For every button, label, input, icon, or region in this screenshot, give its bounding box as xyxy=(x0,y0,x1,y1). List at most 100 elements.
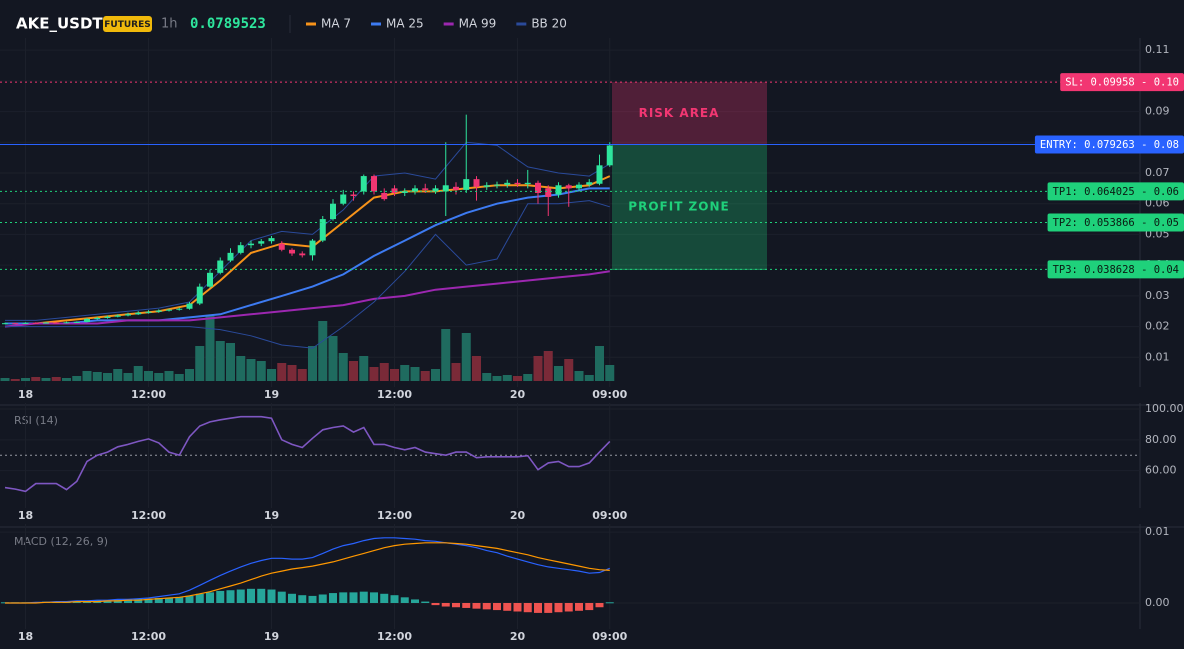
candle-body xyxy=(586,182,593,185)
legend-label: MA 7 xyxy=(321,17,351,31)
volume-bar xyxy=(62,378,71,381)
candle-body xyxy=(278,243,285,250)
candle-body xyxy=(217,260,224,273)
candle-body xyxy=(145,311,152,313)
histogram-bar xyxy=(482,602,491,610)
volume-bar xyxy=(338,353,348,381)
y-tick-label: 60.00 xyxy=(1145,464,1177,477)
volume-bar xyxy=(472,356,481,381)
volume-bar xyxy=(574,371,584,381)
candle-body xyxy=(114,315,121,317)
volume-bar xyxy=(123,373,133,381)
volume-bar xyxy=(144,371,153,381)
legend-label: MA 99 xyxy=(459,17,497,31)
candle-body xyxy=(576,184,582,189)
candle-body xyxy=(504,182,511,185)
histogram-bar xyxy=(585,602,594,611)
histogram-bar xyxy=(308,595,317,603)
histogram-bar xyxy=(103,600,112,603)
histogram-bar xyxy=(216,590,225,603)
level-label: TP1: 0.064025 - 0.06 xyxy=(1053,186,1179,198)
x-tick-label: 12:00 xyxy=(377,509,412,522)
rsi-title: RSI (14) xyxy=(14,414,58,427)
candle-body xyxy=(545,188,552,197)
candle-body xyxy=(412,188,418,192)
y-tick-label: 0.03 xyxy=(1145,289,1170,302)
overlay-line xyxy=(5,187,610,325)
candle-body xyxy=(453,186,459,190)
volume-bar xyxy=(441,329,451,381)
volume-bar xyxy=(349,361,358,381)
x-tick-label: 12:00 xyxy=(131,630,166,643)
histogram-bar xyxy=(318,594,327,603)
candle-body xyxy=(319,219,326,241)
y-tick-label: 0.09 xyxy=(1145,105,1170,118)
candle-body xyxy=(268,238,275,242)
histogram-bar xyxy=(575,602,583,611)
histogram-bar xyxy=(523,602,532,613)
histogram-bar xyxy=(144,598,153,603)
candle-body xyxy=(422,188,429,190)
x-tick-label: 09:00 xyxy=(592,630,627,643)
legend-label: MA 25 xyxy=(386,17,424,31)
histogram-bar xyxy=(124,599,132,603)
candle-body xyxy=(494,184,500,186)
volume-bar xyxy=(10,379,20,381)
x-tick-label: 12:00 xyxy=(377,630,412,643)
x-tick-label: 20 xyxy=(510,630,526,643)
histogram-bar xyxy=(226,590,235,603)
volume-bar xyxy=(400,365,410,381)
x-tick-label: 19 xyxy=(264,630,279,643)
candle-body xyxy=(207,272,213,287)
candle-body xyxy=(391,188,398,193)
symbol: AKE_USDT xyxy=(16,15,103,33)
x-tick-label: 09:00 xyxy=(592,388,627,401)
volume-bar xyxy=(226,343,235,381)
x-tick-label: 18 xyxy=(18,388,33,401)
candle-body xyxy=(63,322,70,324)
candle-body xyxy=(22,322,29,324)
histogram-bar xyxy=(206,592,214,603)
candle-body xyxy=(340,194,347,204)
histogram-bar xyxy=(329,593,337,603)
x-tick-label: 19 xyxy=(264,388,279,401)
histogram-bar xyxy=(564,602,573,612)
candle-body xyxy=(596,165,603,184)
x-tick-label: 12:00 xyxy=(131,509,166,522)
volume-bar xyxy=(523,374,533,381)
volume-bar xyxy=(92,372,102,381)
legend-label: BB 20 xyxy=(531,17,567,31)
x-tick-label: 09:00 xyxy=(592,509,627,522)
zone-label: PROFIT ZONE xyxy=(628,199,729,213)
zone-label: RISK AREA xyxy=(639,106,720,120)
histogram-bar xyxy=(411,599,419,603)
y-tick-label: 0.11 xyxy=(1145,43,1170,56)
candle-body xyxy=(381,192,388,200)
histogram-bar xyxy=(554,602,563,613)
macd-line xyxy=(5,537,611,604)
volume-bar xyxy=(605,365,615,381)
histogram-bar xyxy=(421,601,430,603)
histogram-bar xyxy=(349,592,358,603)
y-tick-label: 100.00 xyxy=(1145,402,1184,415)
volume-bar xyxy=(543,351,553,381)
y-tick-label: 0.07 xyxy=(1145,166,1170,179)
candle-body xyxy=(186,303,193,309)
histogram-bar xyxy=(595,602,604,608)
volume-bar xyxy=(51,377,61,381)
candle-body xyxy=(176,308,183,310)
histogram-bar xyxy=(380,593,389,603)
level-tag xyxy=(1060,73,1184,92)
volume-bar xyxy=(513,376,522,381)
volume-bar xyxy=(277,363,287,381)
candle-body xyxy=(43,322,49,324)
histogram-bar xyxy=(472,602,481,609)
candle-body xyxy=(135,312,142,315)
volume-bar xyxy=(420,371,430,381)
volume-bar xyxy=(369,367,379,381)
histogram-bar xyxy=(175,597,184,603)
candle-body xyxy=(196,286,203,304)
candle-body xyxy=(289,249,295,254)
